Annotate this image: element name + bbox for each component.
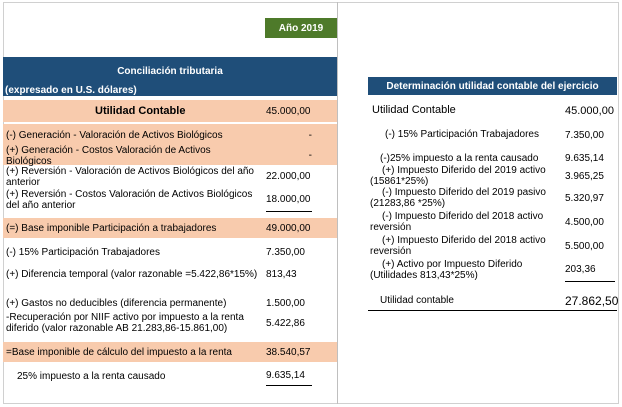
row-value: 27.862,50 — [565, 293, 619, 308]
row-value: 7.350,00 — [565, 129, 604, 141]
row-value: 22.000,00 — [266, 171, 311, 182]
row-label: =Base imponible de cálculo del impuesto … — [6, 346, 232, 358]
row-value: 813,43 — [266, 268, 297, 280]
row-label: -Recuperación por NIIF activo por impues… — [6, 312, 244, 334]
row-label: (-)25% impuesto a la renta causado — [380, 153, 539, 164]
row-label: (+) Gastos no deducibles (diferencia per… — [6, 297, 227, 309]
row-value: - — [308, 129, 312, 141]
row-value: 9.635,14 — [565, 152, 604, 164]
row-label: (-) Impuesto Diferido del 2018 activo re… — [370, 211, 544, 233]
total-rule — [368, 310, 617, 311]
row-bg — [3, 218, 337, 238]
row-label: (+) Reversión - Costos Valoración de Act… — [6, 189, 253, 211]
frame — [3, 2, 619, 404]
row-label: (-) Impuesto Diferido del 2019 pasivo (2… — [370, 187, 546, 209]
row-value: 45.000,00 — [266, 105, 311, 117]
row-bg — [3, 124, 337, 146]
row-bg — [3, 100, 337, 122]
left-subtitle: (expresado en U.S. dólares) — [5, 84, 137, 96]
row-label: (=) Base imponible Participación a traba… — [6, 222, 217, 234]
row-label: (-) Generación - Valoración de Activos B… — [6, 129, 223, 141]
row-value: 5.320,97 — [565, 192, 604, 204]
row-value: 45.000,00 — [565, 104, 614, 117]
row-label: (+) Diferencia temporal (valor razonable… — [6, 268, 258, 280]
row-label: (+) Impuesto Diferido del 2018 activo re… — [370, 235, 546, 257]
row-value: 18.000,00 — [266, 188, 312, 212]
row-label: (+) Activo por Impuesto Diferido (Utilid… — [370, 259, 523, 281]
row-value: 4.500,00 — [565, 216, 604, 228]
divider — [337, 2, 338, 404]
row-value: 7.350,00 — [266, 246, 305, 258]
row-label: (-) 15% Participación Trabajadores — [385, 129, 539, 140]
row-value: 38.540,57 — [266, 346, 311, 358]
left-title: Conciliación tributaria — [117, 65, 223, 77]
row-value: 3.965,25 — [565, 170, 604, 182]
row-bg — [3, 146, 337, 165]
row-value: - — [308, 150, 312, 161]
row-label: (+) Reversión - Valoración de Activos Bi… — [6, 165, 254, 188]
row-value: 9.635,14 — [266, 366, 312, 386]
year-header: Año 2019 — [265, 18, 337, 38]
left-header — [3, 57, 337, 96]
row-value: 203,36 — [565, 258, 615, 282]
row-value: 49.000,00 — [266, 222, 311, 234]
right-title: Determinación utilidad contable del ejer… — [368, 77, 617, 95]
row-label: (-) 15% Participación Trabajadores — [6, 246, 160, 258]
row-label: (+) Impuesto Diferido del 2019 activo (1… — [370, 165, 546, 187]
row-label: (+) Generación - Costos Valoración de Ac… — [6, 144, 211, 167]
row-label: Utilidad Contable — [95, 104, 186, 117]
row-value: 1.500,00 — [266, 297, 305, 309]
row-bg — [3, 342, 337, 362]
row-label: 25% impuesto a la renta causado — [17, 370, 166, 382]
row-label: Utilidad contable — [380, 295, 454, 306]
row-value: 5.500,00 — [565, 240, 604, 252]
row-label: Utilidad Contable — [372, 104, 456, 116]
row-value: 5.422,86 — [266, 317, 305, 329]
